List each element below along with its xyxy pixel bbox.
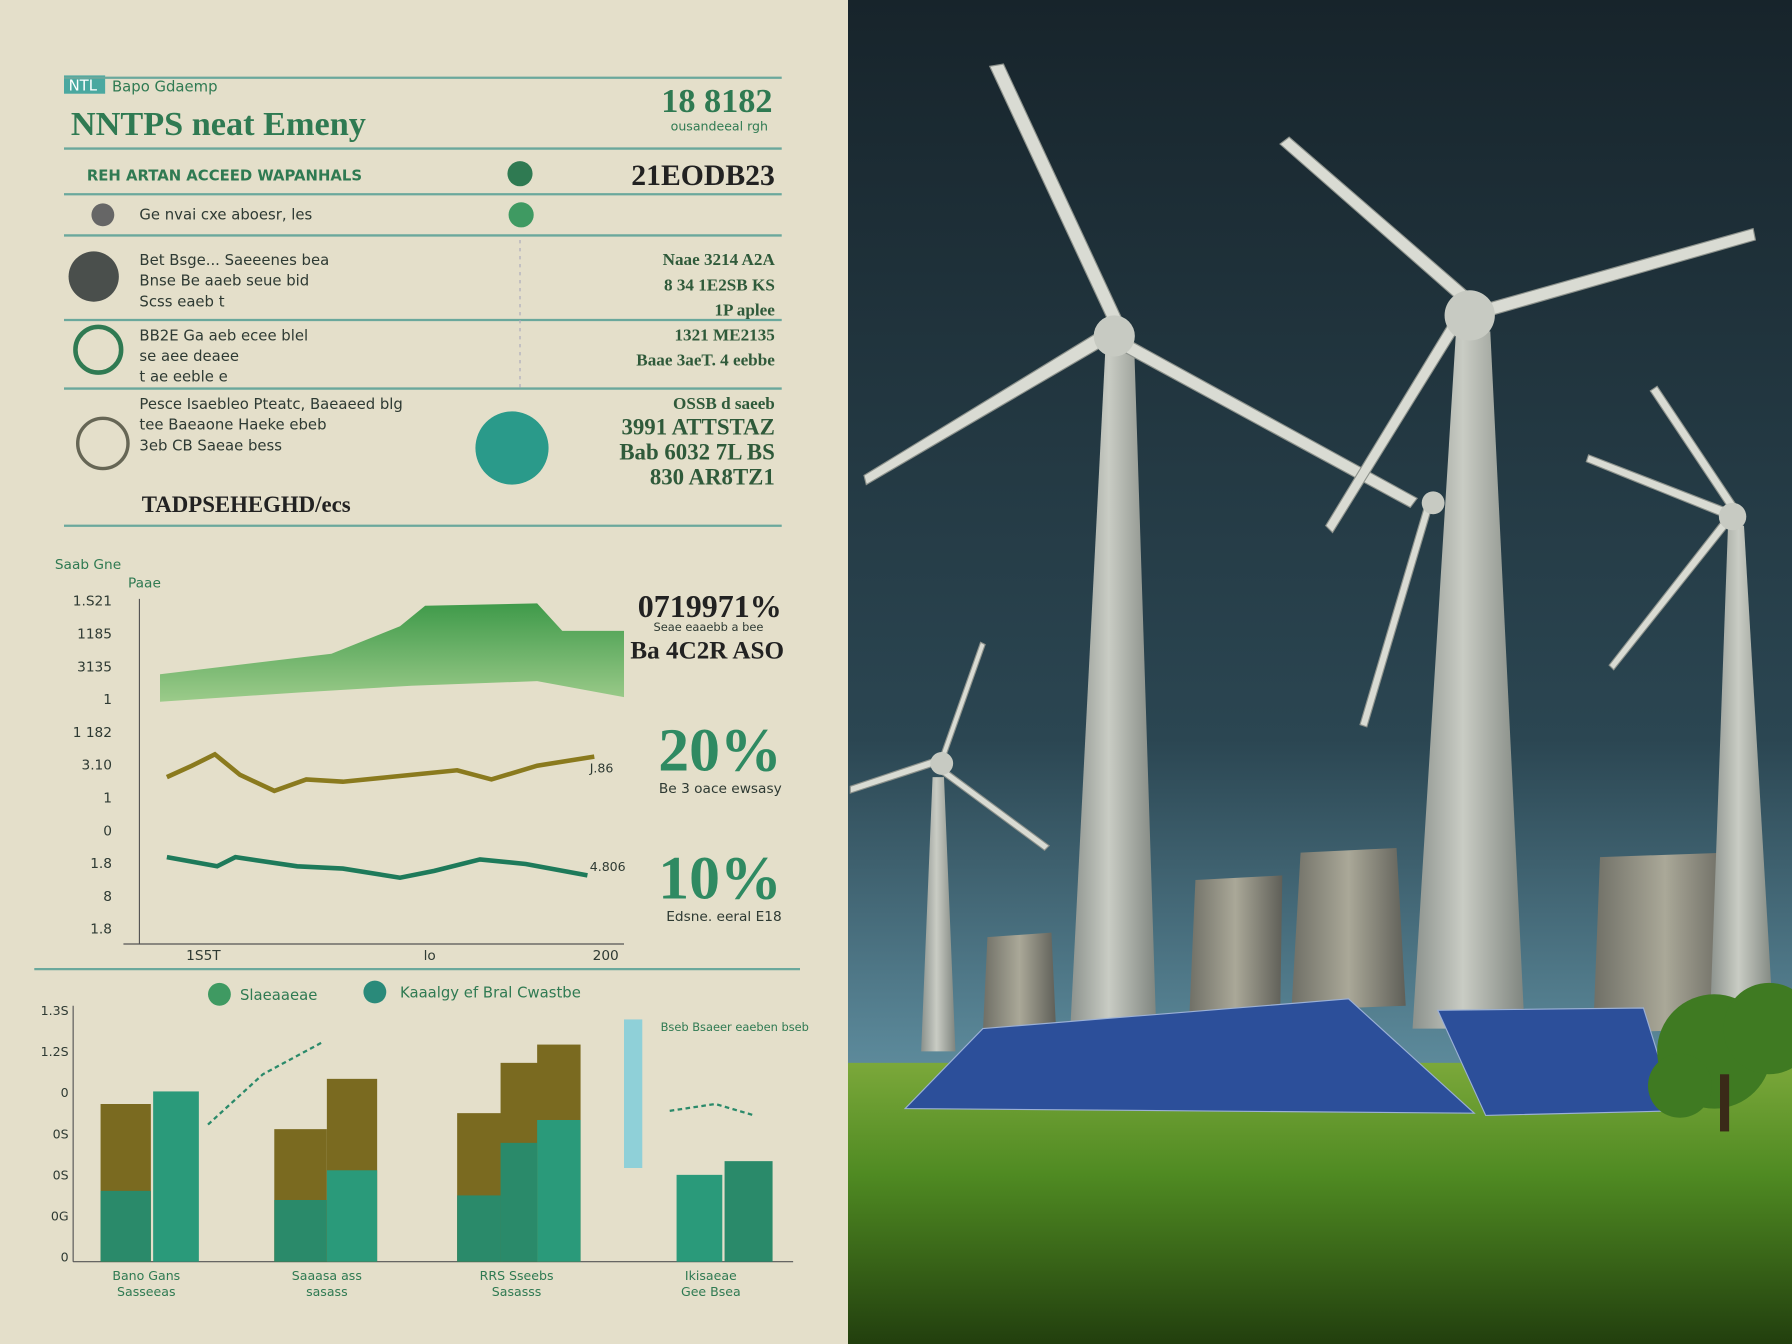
legend-entry: Kaaalgy ef Bral Cwastbe (400, 984, 581, 1002)
item-value: OSSB d saeeb (673, 394, 775, 413)
item-value: 1P aplee (714, 300, 775, 319)
item-text: Bnse Be aaeb seue bid (139, 272, 309, 290)
legend-entry: Slaeaaeae (240, 986, 317, 1004)
item-text: Scss eaeb t (139, 292, 224, 310)
y-tick-label: 3.10 (81, 758, 112, 774)
stat-note: Seae eaaebb a bee (654, 620, 764, 634)
stat: 0719971% (638, 588, 782, 624)
bars (100, 1019, 773, 1262)
icon (75, 416, 130, 471)
y-tick-label: 1 (103, 791, 112, 807)
item-text: Pesce Isaebleo Pteatc, Baeaeed blg (139, 395, 402, 413)
item-value: 830 AR8TZ1 (650, 465, 775, 490)
trend (207, 1041, 323, 1126)
illustration (848, 0, 1792, 1344)
y-tick-label: 0 (103, 823, 112, 839)
trend (669, 1102, 755, 1117)
row-label: Ge nvai cxe aboesr, les (139, 205, 312, 223)
header-stat-note: ousandeeal rgh (671, 118, 768, 133)
y-tick-label: 1.S21 (73, 594, 112, 610)
y-tick-label: 1.2S (41, 1044, 69, 1059)
line (166, 854, 588, 881)
y-tick-label: 0S (53, 1167, 69, 1182)
group-label: Bano Gans (112, 1268, 180, 1283)
row-label: REH ARTAN ACCEED WAPANHALS (87, 167, 362, 185)
item-value: 3991 ATTSTAZ (621, 414, 774, 439)
x-tick-label: 200 (593, 948, 619, 964)
x-tick-label: lo (424, 948, 436, 964)
item-value: Baae 3aeT. 4 eebbe (636, 351, 775, 370)
legend-icon (208, 982, 231, 1006)
chart-kicker: Saab Gne (55, 557, 121, 573)
group-label: RRS Sseebs (480, 1268, 554, 1283)
group-note: Sasasss (492, 1284, 542, 1299)
group-note: sasass (306, 1284, 348, 1299)
y-tick-label: 1185 (77, 627, 112, 643)
y-tick-label: 1 182 (73, 725, 112, 741)
y-tick-label: 8 (103, 889, 112, 905)
group-label: Ikisaeae (685, 1268, 737, 1283)
y-tick-label: 0 (61, 1250, 69, 1265)
header-stat: 18 8182 (661, 82, 772, 120)
y-tick-label: 3135 (77, 659, 112, 675)
stat: 10% (658, 844, 781, 912)
item-value: 1321 ME2135 (674, 326, 774, 345)
item-text: t ae eeble e (139, 368, 227, 386)
item-value: 8 34 1E2SB KS (664, 275, 775, 294)
y-tick-label: 1.8 (90, 922, 112, 938)
icon (507, 161, 533, 187)
item-value: Bab 6032 7L BS (619, 439, 775, 464)
y-tick-label: 1 (103, 692, 112, 708)
line (165, 751, 595, 794)
area (160, 603, 624, 702)
badge (64, 75, 106, 94)
side-note: Bseb Bsaeer eaeben bseb (661, 1020, 809, 1034)
kicker: Bapo Gdaemp (112, 77, 218, 95)
y-tick-label: 0S (53, 1126, 69, 1141)
y-tick-label: 0G (51, 1209, 69, 1224)
item-text: Bet Bsge... Saeeenes bea (139, 251, 329, 269)
group-note: Sasseeas (117, 1284, 175, 1299)
separators (64, 76, 782, 527)
item-value: Naae 3214 A2A (663, 250, 776, 269)
x-tick-label: 1S5T (186, 948, 221, 964)
y-tick-label: 1.8 (90, 856, 112, 872)
end-label: 4.806 (590, 859, 626, 874)
icon (68, 251, 119, 302)
badge-text: NTL (69, 76, 98, 94)
stat-note: Edsne. eeral E18 (666, 909, 781, 925)
legend-icon (363, 980, 387, 1004)
item-text: BB2E Ga aeb ecee blel (139, 327, 308, 345)
footer-row: TADPSEHEGHD/ecs (142, 492, 351, 517)
group-label: Saaasa ass (292, 1268, 362, 1283)
stat: 20% (658, 716, 781, 784)
row-value: 21EODB23 (631, 160, 775, 192)
group-note: Gee Bsea (681, 1284, 741, 1299)
item-text: se aee deaee (139, 347, 239, 365)
stat: Ba 4C2R ASO (630, 637, 784, 664)
item-text: 3eb CB Saeae bess (139, 436, 282, 454)
icon (475, 411, 549, 485)
icon (508, 202, 534, 228)
icon (91, 203, 115, 227)
item-text: tee Baeaone Haeke ebeb (139, 416, 326, 434)
y-tick-label: 0 (61, 1085, 69, 1100)
chart-label: Paae (128, 575, 161, 591)
end-label: J.86 (589, 761, 614, 776)
y-tick-label: 1.3S (41, 1003, 69, 1018)
title: NNTPS neat Emeny (71, 105, 366, 143)
stat-note: Be 3 oace ewsasy (659, 781, 782, 797)
icon (73, 324, 124, 375)
